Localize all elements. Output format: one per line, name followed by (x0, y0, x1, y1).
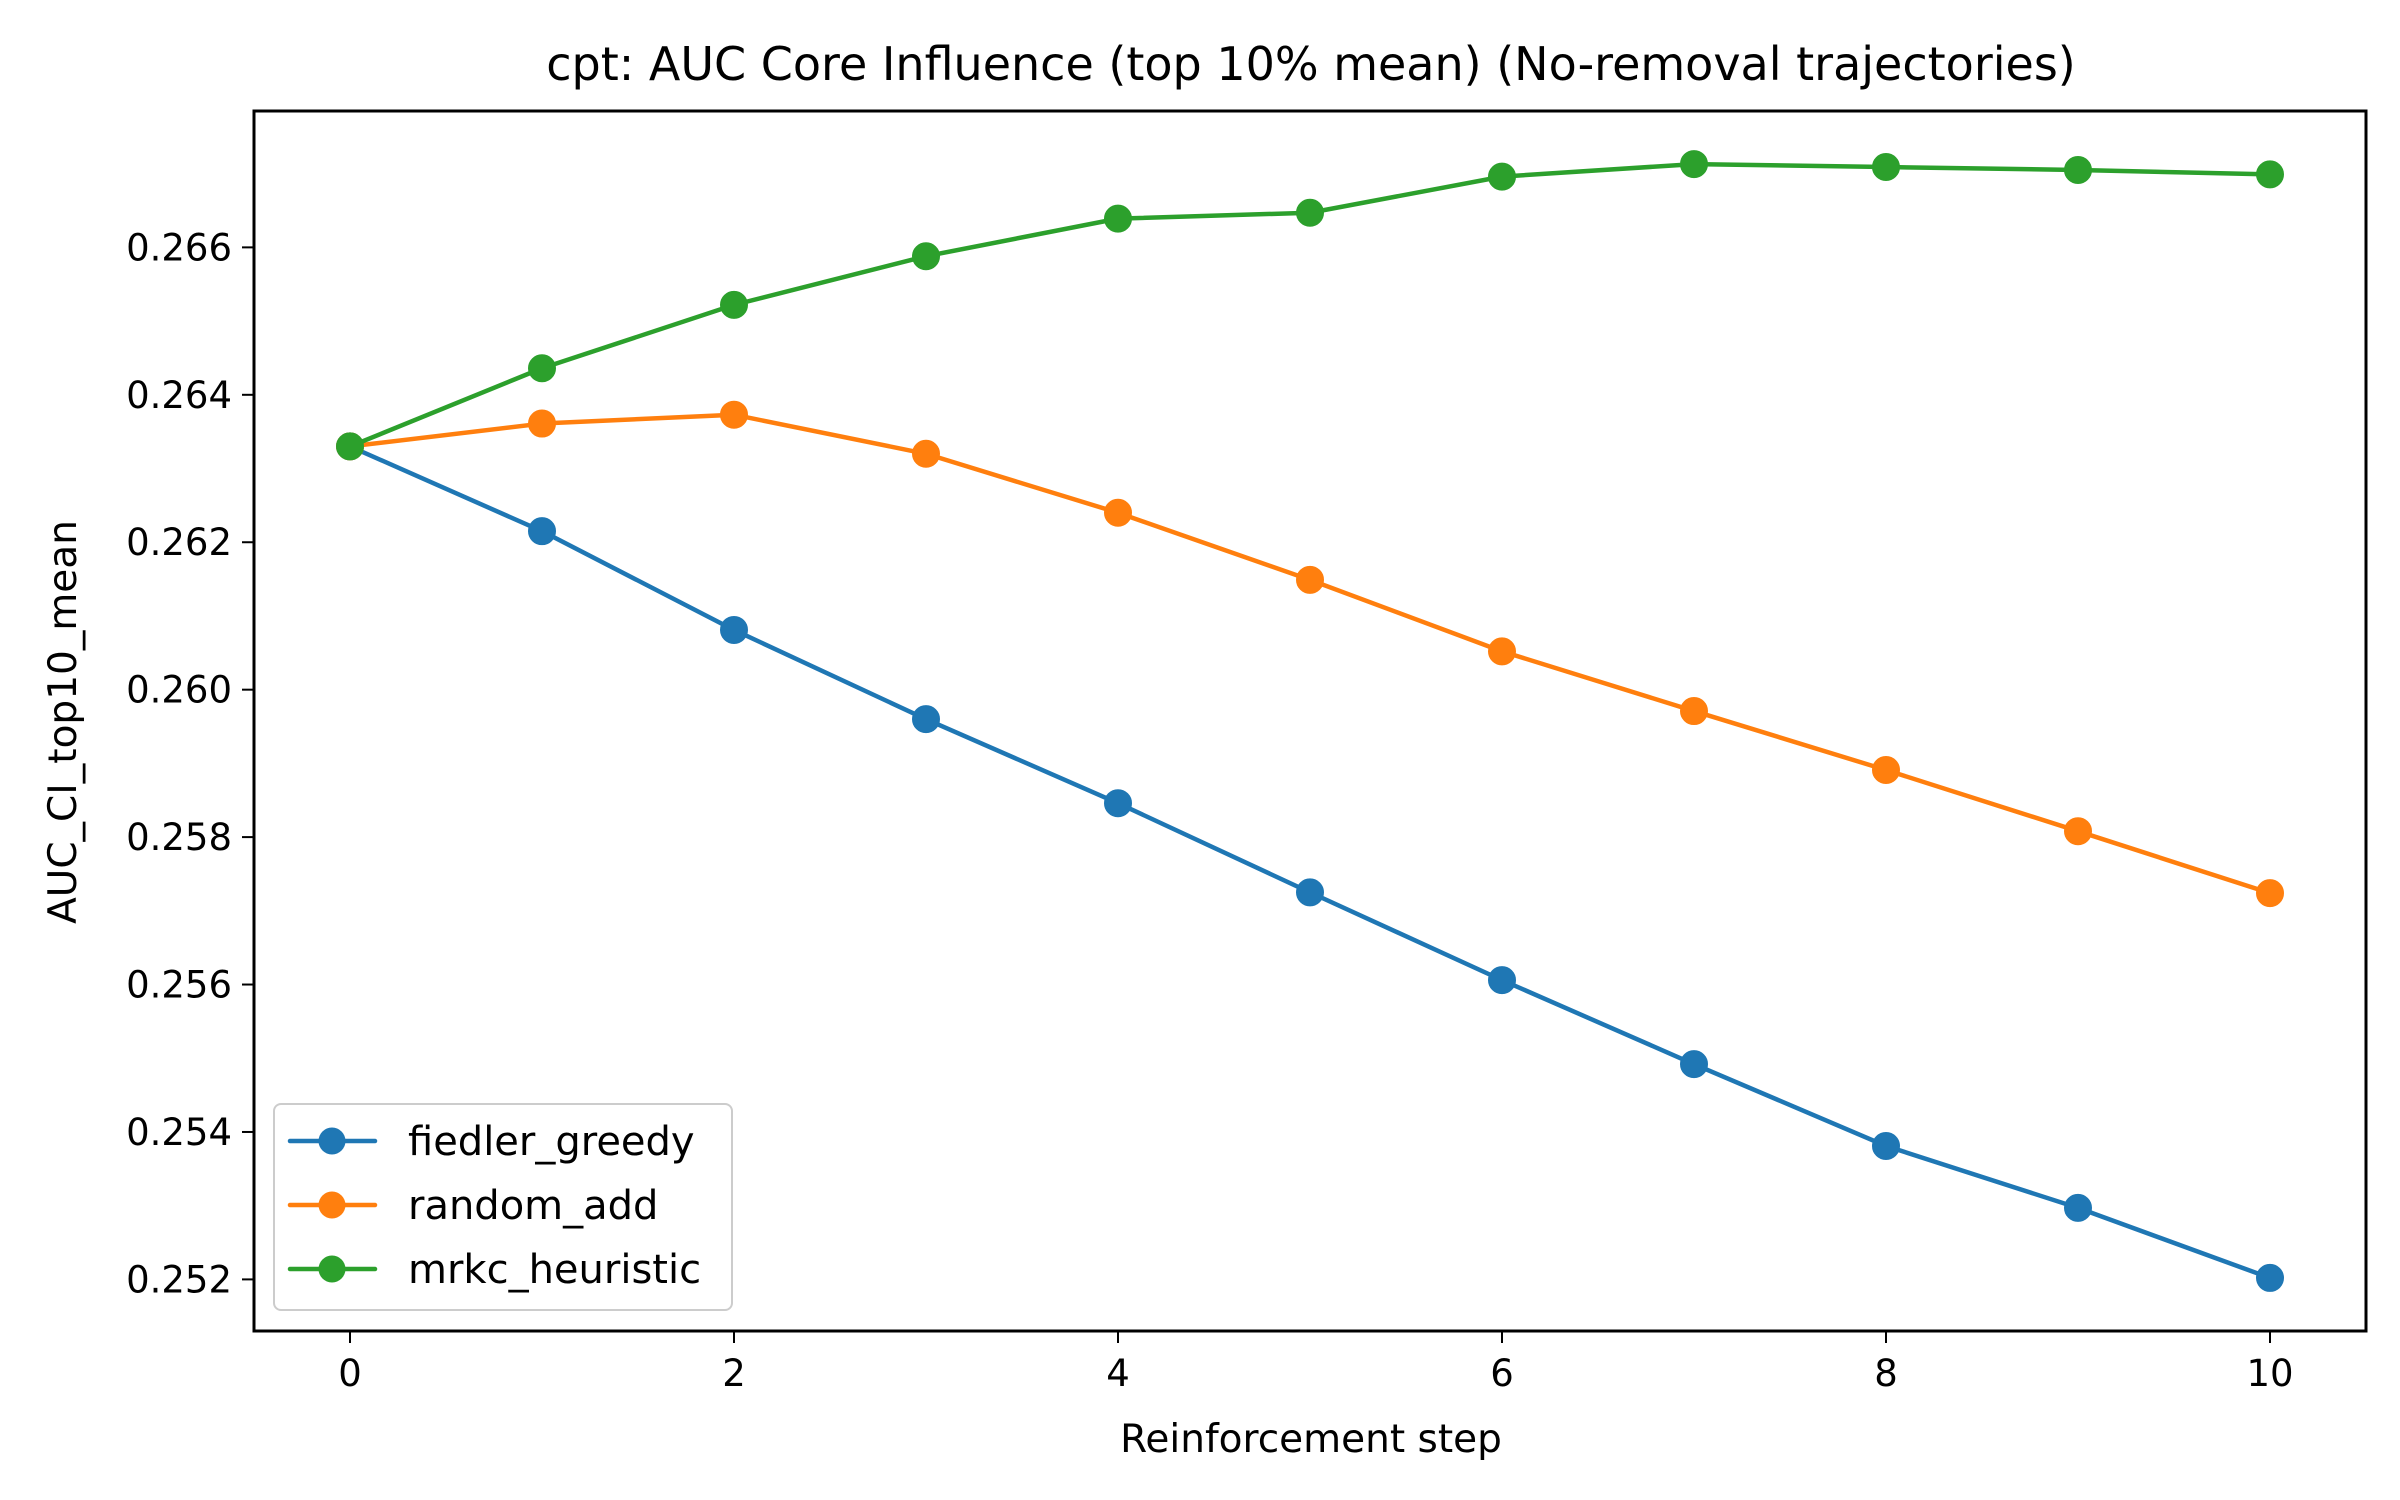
data-point (1872, 1131, 1900, 1160)
y-tick-label: 0.260 (126, 669, 232, 712)
data-point (1488, 162, 1516, 191)
data-point (528, 517, 556, 546)
legend: fiedler_greedy random_add mrkc_heuristic (273, 1103, 733, 1311)
legend-label: fiedler_greedy (408, 1119, 695, 1165)
x-tick-label: 8 (1874, 1352, 1898, 1395)
data-point (1872, 756, 1900, 785)
data-point (912, 242, 940, 271)
x-tick-label: 0 (338, 1352, 362, 1395)
data-point (2256, 160, 2284, 189)
data-point (720, 400, 748, 429)
x-tick-label: 10 (2246, 1352, 2293, 1395)
data-point (1680, 697, 1708, 726)
y-tick-label: 0.264 (126, 374, 232, 417)
data-point (1296, 878, 1324, 907)
data-point (720, 290, 748, 319)
legend-label: mrkc_heuristic (408, 1247, 701, 1293)
data-point (2064, 817, 2092, 846)
chart-title: cpt: AUC Core Influence (top 10% mean) (… (546, 37, 2075, 91)
y-tick-label: 0.254 (126, 1111, 232, 1154)
data-point (1488, 637, 1516, 666)
x-axis-title: Reinforcement step (1120, 1417, 1502, 1462)
x-axis: 0 2 4 6 8 10 (338, 1331, 2294, 1395)
data-point (528, 354, 556, 383)
legend-item-random-add: random_add (287, 1183, 658, 1229)
legend-marker (318, 1255, 346, 1283)
legend-marker (318, 1191, 346, 1219)
data-point (2256, 879, 2284, 908)
data-point (1296, 565, 1324, 594)
x-tick-label: 6 (1490, 1352, 1514, 1395)
data-point (912, 705, 940, 734)
plot-frame (252, 109, 2368, 1333)
data-point (720, 615, 748, 644)
data-point (1296, 198, 1324, 227)
data-point (528, 409, 556, 438)
data-point (1104, 498, 1132, 527)
legend-box (273, 1103, 733, 1311)
y-tick-label: 0.252 (126, 1258, 232, 1301)
plot-area (252, 109, 2368, 1333)
data-point (2064, 1193, 2092, 1222)
x-tick-label: 4 (1106, 1352, 1130, 1395)
data-point (2256, 1263, 2284, 1292)
data-point (1104, 204, 1132, 233)
series-mrkc-heuristic (336, 150, 2284, 461)
series-fiedler-greedy (336, 432, 2284, 1292)
legend-item-mrkc-heuristic: mrkc_heuristic (287, 1247, 701, 1293)
legend-label: random_add (408, 1183, 658, 1229)
data-point (1680, 150, 1708, 179)
x-tick-label: 2 (722, 1352, 746, 1395)
y-tick-label: 0.262 (126, 521, 232, 564)
y-axis: 0.252 0.254 0.256 0.258 0.260 0.262 0.264 0.266 (126, 226, 254, 1301)
y-tick-label: 0.258 (126, 816, 232, 859)
y-tick-label: 0.256 (126, 964, 232, 1007)
y-tick-label: 0.266 (126, 226, 232, 269)
data-point (912, 439, 940, 468)
data-point (1680, 1050, 1708, 1079)
legend-item-fiedler-greedy: fiedler_greedy (287, 1119, 695, 1165)
y-axis-title: AUC_CI_top10_mean (41, 520, 86, 924)
data-point (2064, 155, 2092, 184)
data-point (1872, 153, 1900, 182)
data-point (336, 432, 364, 461)
legend-marker (318, 1127, 346, 1155)
data-point (1104, 789, 1132, 818)
data-point (1488, 966, 1516, 995)
